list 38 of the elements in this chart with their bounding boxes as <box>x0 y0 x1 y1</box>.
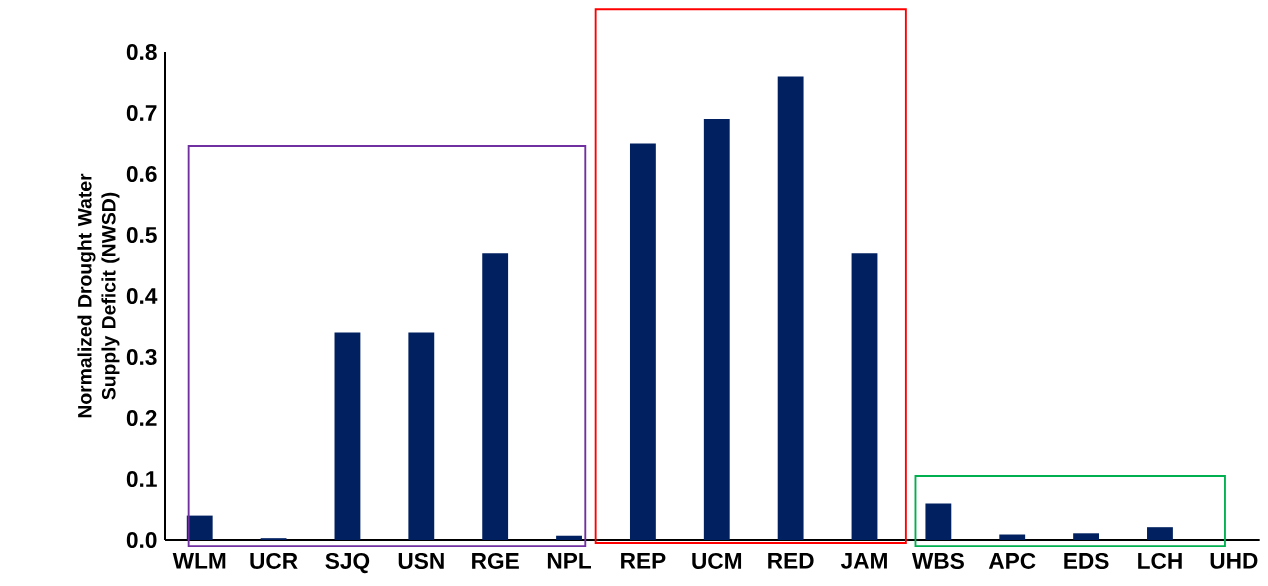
bar <box>186 515 213 540</box>
bar <box>1073 533 1100 540</box>
y-tick-label: 0.7 <box>126 104 157 122</box>
x-tick-label: WLM <box>172 552 226 569</box>
x-tick-label: UHD <box>1210 552 1258 569</box>
x-tick-label: EDS <box>1064 552 1109 569</box>
x-tick-label: UCR <box>250 552 298 569</box>
bar <box>851 253 878 540</box>
x-tick-label: RED <box>768 552 814 569</box>
bar <box>1147 527 1173 540</box>
x-tick-label: NPL <box>547 552 592 569</box>
x-tick-label: JAM <box>840 552 887 569</box>
y-tick-label: 0.5 <box>126 226 157 244</box>
y-tick-label: 0.6 <box>126 165 157 183</box>
x-tick-label: SJQ <box>325 552 370 574</box>
x-tick-label: UCM <box>692 552 742 569</box>
bar <box>482 253 509 540</box>
bar <box>556 535 582 540</box>
x-tick-label: LCH <box>1138 552 1182 569</box>
y-axis-title: Normalized Drought Water Supply Deficit (NWSD) <box>77 173 120 418</box>
y-tick-label: 0.1 <box>126 470 157 488</box>
x-tick-label: APC <box>988 552 1036 569</box>
y-tick-label: 0.3 <box>126 348 157 366</box>
bar <box>408 332 435 540</box>
x-tick-label: REP <box>621 552 666 569</box>
bar <box>334 332 361 540</box>
x-tick-label: WBS <box>911 552 964 569</box>
bar <box>999 534 1026 540</box>
bar <box>777 76 804 540</box>
bar <box>629 143 656 540</box>
y-tick-label: 0.8 <box>126 43 157 61</box>
bar <box>703 119 730 540</box>
y-tick-label: 0.0 <box>126 531 157 549</box>
y-tick-label: 0.2 <box>126 409 157 427</box>
x-tick-label: RGE <box>472 552 519 569</box>
bar <box>925 503 952 540</box>
y-tick-label: 0.4 <box>126 287 158 305</box>
x-tick-label: USN <box>398 552 444 569</box>
